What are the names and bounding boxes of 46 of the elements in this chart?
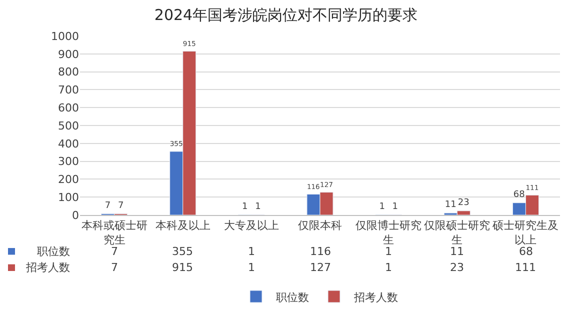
data-label: 915 — [172, 261, 193, 274]
data-label: 7 — [111, 261, 118, 274]
legend-label: 职位数 — [37, 245, 70, 258]
text: 23 — [458, 198, 470, 208]
data-label: 116 — [310, 245, 331, 258]
data-label: 7 — [111, 245, 118, 258]
x-tick-label: 仅限博士研究生 — [356, 219, 422, 246]
data-label: 127 — [310, 261, 331, 274]
legend-label: 招考人数 — [25, 261, 70, 274]
x-tick-label: 本科或硕士研究生 — [81, 219, 148, 246]
y-tick-label: 400 — [58, 137, 79, 150]
data-label: 1 — [385, 245, 392, 258]
data-label: 1 — [248, 245, 255, 258]
y-tick-label: 0 — [72, 208, 79, 222]
data-label: 23 — [450, 261, 464, 274]
data-label: 1 — [248, 261, 255, 274]
data-label: 11 — [450, 245, 464, 258]
x-tick-label: 仅限硕士研究生 — [424, 219, 490, 246]
data-label: 1 — [385, 261, 392, 274]
y-tick-label: 700 — [58, 84, 79, 97]
y-tick-label: 900 — [58, 48, 79, 61]
data-label: 111 — [515, 261, 536, 274]
data-label: 68 — [519, 245, 533, 258]
text: 1 — [392, 202, 398, 212]
y-tick-label: 100 — [58, 190, 79, 204]
data-label: 355 — [172, 245, 193, 258]
y-tick-label: 600 — [58, 101, 79, 114]
y-tick-label: 1000 — [51, 30, 79, 43]
y-tick-label: 800 — [58, 66, 79, 79]
y-tick-label: 300 — [58, 155, 79, 168]
text: 招考人数 — [354, 290, 398, 304]
text: 职位数 — [276, 290, 309, 304]
x-tick-label: 硕士研究生及以上 — [492, 219, 559, 246]
y-tick-label: 500 — [58, 119, 79, 132]
y-tick-label: 200 — [58, 173, 79, 186]
x-tick-label: 仅限本科 — [298, 219, 342, 232]
text: 7 — [118, 200, 124, 211]
text: 7 — [104, 200, 111, 211]
chart-title: 2024年国考涉皖岗位对不同学历的要求 — [154, 6, 418, 24]
x-tick-label: 本科及以上 — [155, 219, 210, 232]
text: 1 — [242, 202, 248, 212]
text: 11 — [444, 200, 456, 210]
text: 68 — [513, 190, 525, 200]
text: 1 — [379, 202, 385, 212]
text: 1 — [255, 202, 261, 212]
x-tick-label: 大专及以上 — [224, 219, 279, 232]
